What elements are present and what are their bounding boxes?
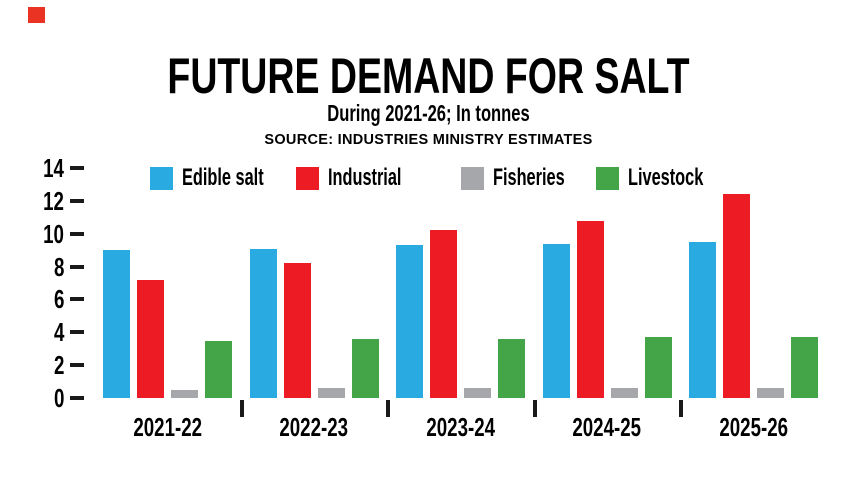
- y-axis-tick-4: [70, 330, 84, 335]
- chart-subtitle: During 2021-26; In tonnes: [327, 100, 530, 126]
- y-axis-label-text: 0: [53, 383, 64, 413]
- bar-fisheries-2021-22: [171, 389, 198, 398]
- legend-label-industrial: Industrial: [328, 164, 402, 191]
- x-axis-label-text: 2021-22: [133, 412, 202, 442]
- y-axis-label-text: 6: [53, 284, 64, 315]
- bar-edible-salt-2024-25: [542, 243, 570, 398]
- y-axis-label-14: 14: [4, 153, 64, 183]
- y-axis-label-text: 14: [43, 153, 64, 183]
- y-axis-tick-2: [70, 363, 84, 368]
- x-axis-separator-tick-2: [386, 400, 390, 417]
- y-axis-label-text: 10: [43, 218, 64, 249]
- bar-industrial-2022-23: [283, 263, 311, 398]
- bar-industrial-2025-26: [723, 194, 750, 398]
- x-axis-separator-tick-1: [239, 400, 244, 417]
- x-axis-separator-tick-4: [679, 400, 683, 417]
- legend-item-livestock: Livestock: [596, 164, 739, 192]
- bar-livestock-2025-26: [791, 337, 818, 398]
- y-axis-label-2: 2: [4, 350, 64, 380]
- bar-livestock-2023-24: [498, 338, 525, 398]
- bar-industrial-2024-25: [576, 220, 604, 398]
- bar-fisheries-2025-26: [757, 388, 784, 398]
- y-axis-label-8: 8: [4, 252, 64, 282]
- y-axis-tick-10: [70, 231, 84, 236]
- x-axis-label-2023-24: 2023-24: [387, 412, 534, 442]
- legend-label-livestock: Livestock: [628, 164, 704, 191]
- bar-edible-salt-2021-22: [103, 250, 130, 398]
- bar-industrial-2021-22: [137, 279, 164, 398]
- x-axis-label-2021-22: 2021-22: [94, 412, 241, 442]
- chart-source-note: SOURCE: INDUSTRIES MINISTRY ESTIMATES: [264, 132, 593, 148]
- x-axis-separator-tick-3: [532, 400, 537, 417]
- x-axis-label-2024-25: 2024-25: [534, 412, 681, 442]
- x-axis-label-text: 2023-24: [426, 412, 495, 442]
- x-axis-label-text: 2022-23: [279, 412, 349, 442]
- y-axis-label-text: 12: [43, 185, 64, 216]
- y-axis-label-6: 6: [4, 284, 64, 314]
- bar-fisheries-2024-25: [610, 388, 638, 398]
- y-axis-label-text: 4: [53, 317, 64, 348]
- x-axis-label-text: 2025-26: [719, 412, 788, 442]
- y-axis-tick-6: [70, 297, 84, 302]
- x-axis-label-2022-23: 2022-23: [241, 412, 388, 442]
- brand-mark: [28, 7, 45, 23]
- bar-edible-salt-2023-24: [396, 245, 423, 398]
- bar-livestock-2022-23: [351, 338, 379, 398]
- y-axis-tick-12: [70, 198, 84, 203]
- bar-industrial-2023-24: [430, 230, 457, 398]
- legend-swatch-edible-salt: [150, 166, 173, 190]
- y-axis-label-10: 10: [4, 219, 64, 249]
- y-axis-label-text: 8: [53, 251, 64, 282]
- bar-fisheries-2022-23: [317, 388, 345, 398]
- y-axis-tick-14: [70, 166, 84, 170]
- x-axis-label-2025-26: 2025-26: [680, 412, 827, 442]
- y-axis-label-12: 12: [4, 186, 64, 216]
- y-axis-label-0: 0: [4, 383, 64, 413]
- legend-swatch-industrial: [296, 166, 319, 190]
- legend-swatch-fisheries: [461, 166, 484, 190]
- legend-label-edible-salt: Edible salt: [182, 164, 264, 191]
- legend-swatch-livestock: [596, 166, 619, 190]
- bar-edible-salt-2022-23: [249, 248, 277, 398]
- y-axis-tick-8: [70, 264, 84, 269]
- x-axis-label-text: 2024-25: [572, 412, 642, 442]
- bar-livestock-2021-22: [205, 340, 232, 398]
- y-axis-label-4: 4: [4, 317, 64, 347]
- bar-edible-salt-2025-26: [689, 241, 716, 398]
- y-axis-label-text: 2: [53, 350, 64, 381]
- legend-item-edible-salt: Edible salt: [150, 164, 302, 192]
- chart-title: FUTURE DEMAND FOR SALT: [167, 48, 690, 104]
- bar-fisheries-2023-24: [464, 388, 491, 398]
- legend-label-fisheries: Fisheries: [493, 164, 565, 191]
- y-axis-tick-0: [70, 396, 84, 400]
- bar-livestock-2024-25: [644, 337, 672, 398]
- legend-item-fisheries: Fisheries: [461, 164, 598, 192]
- legend-item-industrial: Industrial: [296, 164, 436, 192]
